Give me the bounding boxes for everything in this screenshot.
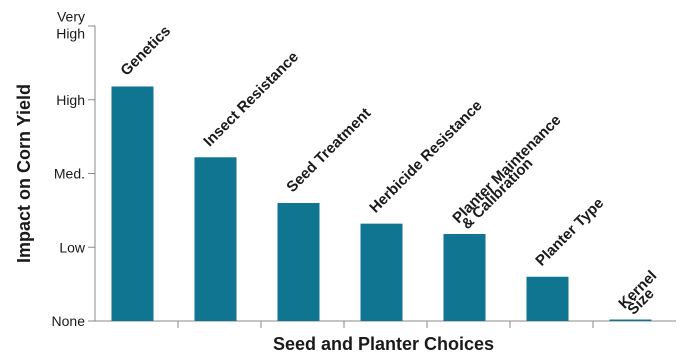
bar bbox=[526, 276, 569, 321]
bar bbox=[111, 86, 154, 321]
y-tick-label: High bbox=[56, 92, 85, 108]
bar bbox=[360, 223, 403, 321]
bar-category-label: Seed Treatment bbox=[283, 105, 374, 196]
bar-category-label: Genetics bbox=[117, 22, 174, 79]
x-axis-title: Seed and Planter Choices bbox=[273, 334, 494, 354]
y-tick-label: High bbox=[56, 26, 85, 42]
y-axis-title: Impact on Corn Yield bbox=[14, 84, 34, 263]
bar bbox=[194, 157, 237, 321]
bar bbox=[277, 203, 320, 321]
y-tick-label: None bbox=[52, 313, 86, 329]
bar-category-label: Planter Type bbox=[532, 195, 607, 270]
bar-category-label: Insect Resistance bbox=[200, 48, 302, 150]
bar bbox=[443, 233, 486, 321]
bar bbox=[609, 319, 652, 321]
y-tick-label: Very bbox=[57, 9, 85, 25]
y-tick-label: Low bbox=[59, 239, 86, 255]
bar-category-label: Planter Maintenance bbox=[449, 112, 564, 227]
y-tick-label: Med. bbox=[54, 166, 85, 182]
